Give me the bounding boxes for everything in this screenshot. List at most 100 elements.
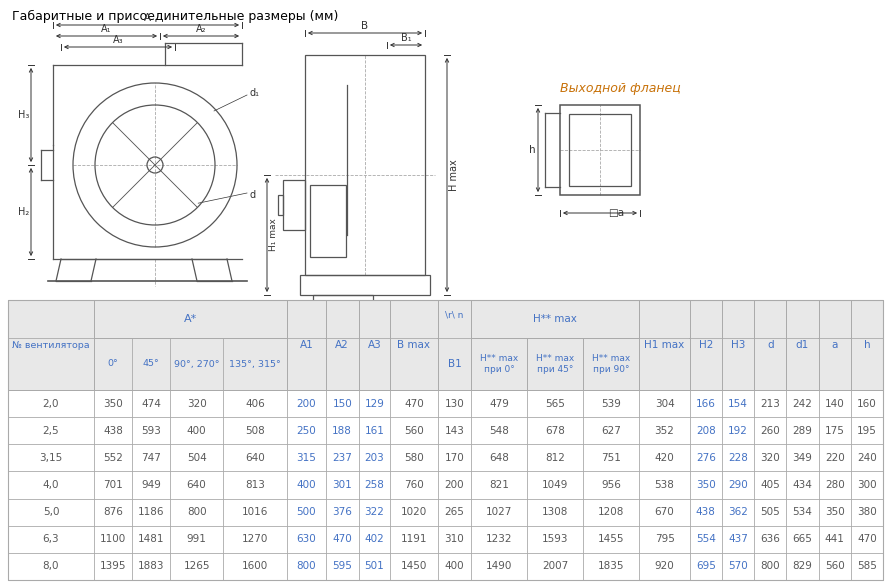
Text: 160: 160 bbox=[857, 398, 877, 408]
Text: 276: 276 bbox=[696, 453, 715, 463]
Text: 1270: 1270 bbox=[242, 534, 268, 544]
Text: 470: 470 bbox=[332, 534, 352, 544]
Text: 760: 760 bbox=[404, 480, 424, 490]
Text: A1: A1 bbox=[299, 340, 314, 350]
Text: 320: 320 bbox=[187, 398, 207, 408]
Text: 380: 380 bbox=[857, 507, 877, 517]
Text: 627: 627 bbox=[601, 426, 621, 436]
Text: H max: H max bbox=[449, 159, 459, 191]
Text: □a: □a bbox=[608, 208, 624, 218]
Text: d₁: d₁ bbox=[249, 88, 259, 98]
Bar bbox=[8, 300, 883, 580]
Text: 505: 505 bbox=[760, 507, 780, 517]
Text: 175: 175 bbox=[825, 426, 845, 436]
Text: 130: 130 bbox=[445, 398, 464, 408]
Text: 405: 405 bbox=[760, 480, 780, 490]
Text: 350: 350 bbox=[696, 480, 715, 490]
Text: 265: 265 bbox=[445, 507, 464, 517]
Text: 0°: 0° bbox=[108, 360, 119, 369]
Text: 320: 320 bbox=[760, 453, 780, 463]
Text: 188: 188 bbox=[332, 426, 352, 436]
Bar bbox=[8, 300, 94, 390]
Text: 192: 192 bbox=[728, 426, 748, 436]
Text: 580: 580 bbox=[404, 453, 424, 463]
Text: B max: B max bbox=[397, 340, 430, 350]
Text: 670: 670 bbox=[655, 507, 674, 517]
Text: d: d bbox=[767, 340, 773, 350]
Text: H** max
при 90°: H** max при 90° bbox=[593, 355, 631, 374]
Text: 200: 200 bbox=[297, 398, 316, 408]
Text: 501: 501 bbox=[364, 562, 384, 572]
Bar bbox=[851, 300, 883, 390]
Text: 1600: 1600 bbox=[242, 562, 268, 572]
Text: 1265: 1265 bbox=[184, 562, 210, 572]
Text: 2007: 2007 bbox=[543, 562, 568, 572]
Text: 195: 195 bbox=[857, 426, 877, 436]
Text: Выходной фланец: Выходной фланец bbox=[560, 82, 681, 95]
Text: 400: 400 bbox=[445, 562, 464, 572]
Text: 1308: 1308 bbox=[542, 507, 568, 517]
Text: 400: 400 bbox=[187, 426, 207, 436]
Text: H₁ max: H₁ max bbox=[269, 219, 278, 252]
Text: 640: 640 bbox=[187, 480, 207, 490]
Text: 813: 813 bbox=[245, 480, 265, 490]
Bar bbox=[755, 300, 786, 390]
Text: 166: 166 bbox=[696, 398, 715, 408]
Text: 500: 500 bbox=[297, 507, 316, 517]
Text: 402: 402 bbox=[364, 534, 384, 544]
Text: 560: 560 bbox=[825, 562, 845, 572]
Text: 300: 300 bbox=[857, 480, 877, 490]
Text: 213: 213 bbox=[760, 398, 781, 408]
Text: 470: 470 bbox=[857, 534, 877, 544]
Text: d: d bbox=[249, 190, 255, 200]
Bar bbox=[722, 300, 754, 390]
Text: H₂: H₂ bbox=[18, 207, 29, 217]
Bar bbox=[94, 300, 287, 338]
Text: H** max
при 45°: H** max при 45° bbox=[536, 355, 575, 374]
Text: 4,0: 4,0 bbox=[43, 480, 59, 490]
Bar bbox=[310, 185, 346, 257]
Text: h: h bbox=[529, 145, 536, 155]
Text: 504: 504 bbox=[187, 453, 207, 463]
Text: 949: 949 bbox=[142, 480, 161, 490]
Text: 420: 420 bbox=[655, 453, 674, 463]
Text: A₁: A₁ bbox=[102, 24, 111, 34]
Text: 203: 203 bbox=[364, 453, 384, 463]
Text: H2: H2 bbox=[699, 340, 713, 350]
Bar bbox=[8, 338, 883, 390]
Text: 800: 800 bbox=[187, 507, 207, 517]
Bar bbox=[560, 105, 640, 195]
Text: a: a bbox=[831, 340, 838, 350]
Text: № вентилятора: № вентилятора bbox=[12, 340, 90, 349]
Text: 920: 920 bbox=[655, 562, 674, 572]
Text: 539: 539 bbox=[601, 398, 621, 408]
Text: 240: 240 bbox=[857, 453, 877, 463]
Bar bbox=[640, 300, 690, 390]
Text: 474: 474 bbox=[142, 398, 161, 408]
Bar bbox=[283, 180, 305, 230]
Text: 470: 470 bbox=[404, 398, 424, 408]
Text: 1883: 1883 bbox=[138, 562, 165, 572]
Text: 434: 434 bbox=[792, 480, 813, 490]
Text: 349: 349 bbox=[792, 453, 813, 463]
Text: 258: 258 bbox=[364, 480, 384, 490]
Text: 170: 170 bbox=[445, 453, 464, 463]
Text: 208: 208 bbox=[696, 426, 715, 436]
Text: 400: 400 bbox=[297, 480, 316, 490]
Text: 237: 237 bbox=[332, 453, 352, 463]
Text: 129: 129 bbox=[364, 398, 384, 408]
Text: H3: H3 bbox=[731, 340, 745, 350]
Bar bbox=[390, 300, 437, 390]
Text: 260: 260 bbox=[760, 426, 780, 436]
Text: 636: 636 bbox=[760, 534, 781, 544]
Text: A₃: A₃ bbox=[112, 35, 123, 45]
Text: 548: 548 bbox=[489, 426, 509, 436]
Text: A2: A2 bbox=[335, 340, 349, 350]
Text: 800: 800 bbox=[297, 562, 316, 572]
Text: 1016: 1016 bbox=[242, 507, 268, 517]
Bar bbox=[288, 300, 325, 390]
Text: H1 max: H1 max bbox=[644, 340, 684, 350]
Text: 1395: 1395 bbox=[100, 562, 127, 572]
Bar bbox=[787, 300, 818, 390]
Text: 534: 534 bbox=[792, 507, 813, 517]
